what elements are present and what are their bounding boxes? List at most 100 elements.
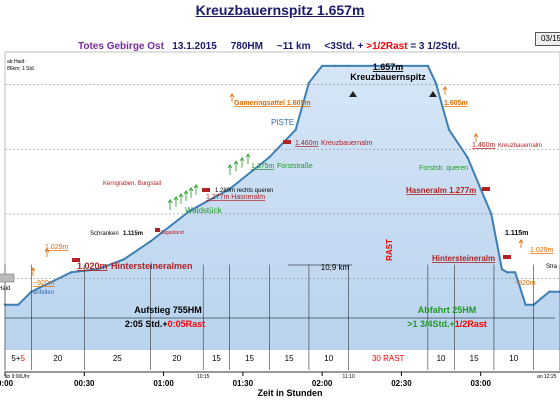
profile-point	[268, 156, 271, 159]
profile-point	[447, 128, 451, 131]
tree-icon	[188, 186, 194, 198]
hasneralm-label: 1.277m Hasneralm	[206, 194, 265, 201]
profile-point	[96, 268, 99, 271]
profile-point	[505, 271, 509, 274]
rechts-queren-label: 1.280m rechts queren	[215, 188, 273, 194]
r-920-label: ~920m	[514, 280, 536, 287]
r-sattel-elev: 1.605m	[444, 100, 468, 107]
profile-point	[320, 64, 324, 68]
profile-point	[17, 303, 20, 306]
r-hasneralm-label: Hasneralm 1.277m	[406, 186, 476, 195]
profile-point	[228, 187, 231, 191]
kreuz-alm-hut-icon	[283, 140, 291, 144]
x-tick-label: 01:00	[153, 379, 174, 388]
profile-point	[122, 258, 126, 261]
start-label: Haid	[0, 286, 10, 292]
start-elevation: ~920m	[33, 280, 55, 287]
segment-duration-label: 15	[470, 354, 479, 363]
profile-point	[69, 271, 73, 274]
segment-duration-label: 15	[285, 354, 294, 363]
alm1-name: Hintersteineralmen	[111, 261, 193, 271]
segment-duration-label: 15	[212, 354, 221, 363]
tree-icon	[227, 163, 233, 175]
x-tick-label: 02:30	[391, 379, 412, 388]
profile-point	[524, 303, 527, 306]
elevation-arrow-icon	[473, 132, 479, 142]
tree-icon	[239, 156, 245, 168]
segment-duration-label: 10	[509, 354, 518, 363]
segment-duration-label: 30 RAST	[372, 354, 405, 363]
elevation-arrow-icon	[44, 247, 50, 257]
x-tick-label: 03:00	[470, 379, 491, 388]
alm1-hut-icon	[72, 258, 80, 262]
gameringsattel-label: Gameringsattel 1.605m	[234, 100, 311, 107]
haid-note: ab Haid:	[7, 59, 26, 65]
x-tick-label: 0:00	[0, 379, 14, 388]
aufstieg-time-black: 2:05 Std.+	[125, 319, 168, 329]
profile-point	[334, 64, 337, 68]
start-sub: anfellen	[33, 290, 54, 296]
subtitle-total: = 3 1/2Std.	[410, 41, 461, 52]
profile-point	[490, 212, 493, 216]
kreuz-alm-elev: 1.460m	[295, 140, 319, 147]
subtitle-region: Totes Gebirge Ost	[78, 41, 164, 52]
profile-line	[5, 64, 560, 306]
profile-point	[307, 81, 311, 85]
distance-label: 10,9 km	[321, 263, 350, 272]
profile-point	[513, 271, 517, 274]
zagastand-icon	[155, 228, 160, 232]
r-hasneralm-hut-icon	[482, 187, 490, 191]
profile-point	[426, 64, 430, 68]
kreuz-alm-label: Kreuzbauernalm	[321, 140, 373, 147]
time-marker-label: 11:10	[342, 374, 354, 380]
x-tick-label: 02:00	[312, 379, 333, 388]
alm1-name-elev: 1.020m	[77, 261, 108, 271]
piste-label: PISTE	[271, 118, 294, 127]
schranken-elev: 1.115m	[123, 231, 143, 237]
profile-point	[495, 240, 498, 243]
schranken-label: Schranken	[90, 231, 119, 237]
subtitle: Totes Gebirge Ost 13.1.2015 780HM ~11 km…	[78, 42, 460, 52]
r-115-label: 1.115m	[505, 230, 528, 237]
time-marker-label: 10:15	[197, 374, 210, 380]
subtitle-rast: >1/2Rast	[366, 41, 408, 52]
car-icon	[0, 273, 15, 283]
segment-duration-label: 20	[172, 354, 181, 363]
x-tick-label: 00:30	[74, 379, 95, 388]
profile-point	[434, 81, 437, 85]
segment-duration-label: 25	[113, 354, 122, 363]
summit-name: Kreuzbauernspitz	[350, 72, 426, 82]
subtitle-km: ~11 km	[276, 41, 311, 52]
tree-icon	[245, 152, 251, 165]
hasneralm-hut-icon	[202, 188, 210, 192]
profile-point	[373, 64, 377, 68]
time-marker-label: ab 9:00Uhr	[5, 374, 30, 380]
abfahrt-time-green: >1 3/4Std.+	[407, 319, 455, 329]
tree-icon	[167, 198, 173, 210]
page-indicator[interactable]: 03/15	[535, 32, 560, 46]
forststrasse-elev: 1.375m	[251, 163, 275, 170]
time-marker-label: an 12:25	[537, 374, 557, 380]
segment-duration-label: 10	[437, 354, 446, 363]
profile-point	[500, 268, 504, 271]
tree-icon	[233, 160, 239, 172]
profile-point	[548, 290, 551, 293]
tree-icon	[178, 192, 184, 204]
elevation-arrow-icon	[30, 266, 36, 276]
r-forststr-label: Forststr. queren	[419, 165, 468, 172]
summit-marker	[349, 91, 357, 97]
r-hinterst-label: Hintersteineralm	[432, 254, 495, 263]
profile-point	[466, 156, 469, 159]
r-kreuz-alm-label: Kreuzbauernalm	[498, 143, 542, 149]
aufstieg-time: 2:05 Std.+0:05Rast	[125, 319, 205, 329]
tree-icon	[183, 189, 189, 201]
subtitle-time: <3Std. +	[324, 41, 364, 52]
x-tick-label: 01:30	[233, 379, 254, 388]
forststrasse-label: Forststraße	[277, 163, 313, 170]
profile-point	[188, 209, 192, 212]
rast-label: RAST	[385, 239, 394, 261]
aufstieg-time-red: 0:05Rast	[168, 319, 206, 329]
profile-point	[540, 297, 543, 300]
profile-point	[149, 240, 152, 243]
